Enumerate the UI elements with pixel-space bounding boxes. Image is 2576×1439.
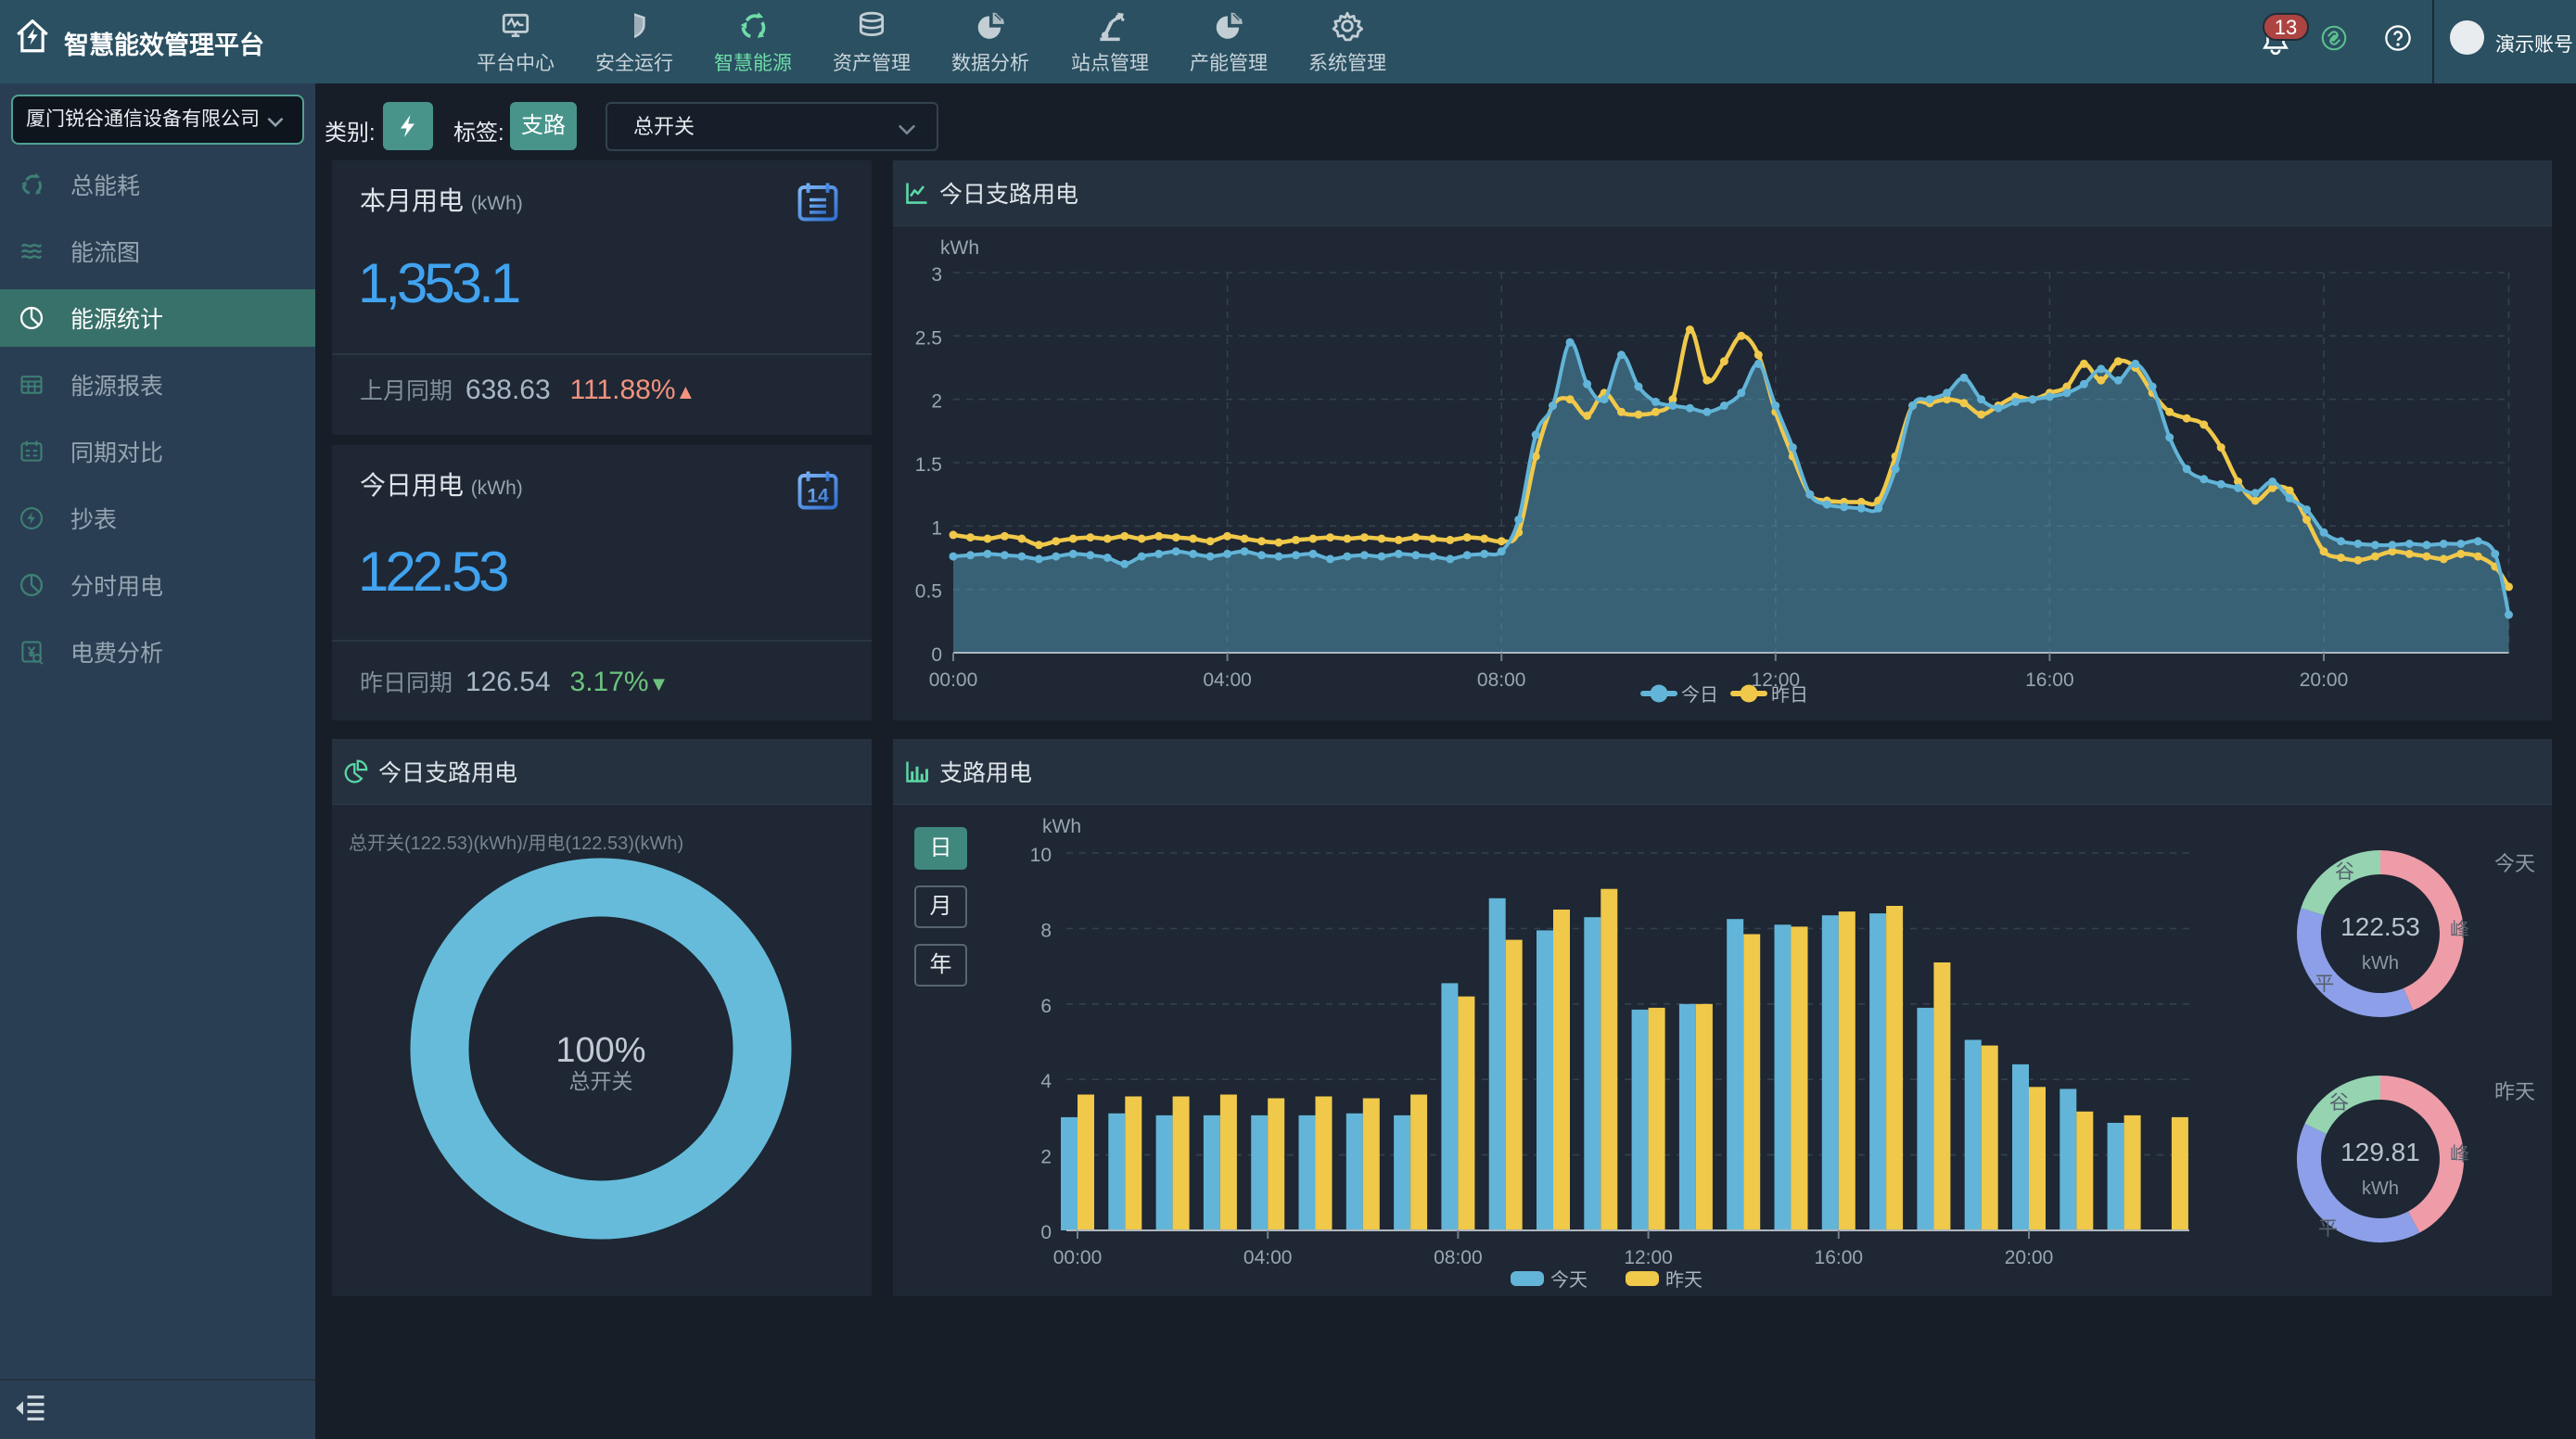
svg-text:04:00: 04:00 — [1203, 669, 1252, 691]
svg-text:kWh: kWh — [2362, 953, 2399, 974]
svg-text:kWh: kWh — [2362, 1178, 2399, 1199]
svg-text:00:00: 00:00 — [929, 669, 978, 691]
svg-text:12:00: 12:00 — [1752, 669, 1801, 691]
svg-text:平: 平 — [2318, 1218, 2338, 1240]
svg-text:今日: 今日 — [1681, 684, 1718, 706]
svg-text:昨日: 昨日 — [1771, 684, 1808, 706]
svg-text:0: 0 — [931, 644, 942, 666]
svg-text:昨天: 昨天 — [1665, 1269, 1702, 1291]
svg-text:100%: 100% — [555, 1031, 645, 1070]
svg-text:14: 14 — [807, 486, 829, 507]
svg-text:2.5: 2.5 — [915, 327, 942, 349]
svg-text:峰: 峰 — [2450, 920, 2469, 941]
svg-text:今天: 今天 — [1550, 1269, 1588, 1291]
svg-text:谷: 谷 — [2335, 861, 2354, 883]
svg-text:20:00: 20:00 — [2005, 1247, 2054, 1268]
svg-text:12:00: 12:00 — [1624, 1247, 1673, 1268]
svg-text:16:00: 16:00 — [1815, 1247, 1864, 1268]
svg-text:08:00: 08:00 — [1434, 1247, 1483, 1268]
svg-text:6: 6 — [1040, 996, 1052, 1017]
svg-text:122.53: 122.53 — [2340, 912, 2420, 941]
svg-text:kWh: kWh — [1042, 816, 1081, 837]
svg-text:0.5: 0.5 — [915, 581, 942, 603]
svg-text:129.81: 129.81 — [2340, 1138, 2420, 1166]
svg-text:20:00: 20:00 — [2300, 669, 2349, 691]
svg-text:3: 3 — [931, 264, 942, 286]
svg-text:1.5: 1.5 — [915, 454, 942, 476]
svg-text:谷: 谷 — [2329, 1092, 2349, 1114]
svg-text:峰: 峰 — [2450, 1144, 2469, 1165]
svg-text:8: 8 — [1040, 920, 1052, 941]
svg-text:00:00: 00:00 — [1053, 1247, 1103, 1268]
svg-text:平: 平 — [2315, 974, 2334, 995]
svg-text:昨天: 昨天 — [2494, 1080, 2535, 1103]
svg-text:10: 10 — [1030, 845, 1052, 866]
svg-text:总开关: 总开关 — [569, 1069, 633, 1093]
svg-text:16:00: 16:00 — [2025, 669, 2074, 691]
svg-text:4: 4 — [1040, 1071, 1052, 1092]
svg-text:0: 0 — [1040, 1222, 1052, 1243]
svg-text:1: 1 — [931, 517, 942, 539]
svg-text:2: 2 — [1040, 1147, 1052, 1168]
svg-text:08:00: 08:00 — [1477, 669, 1526, 691]
svg-text:2: 2 — [931, 391, 942, 413]
svg-text:今天: 今天 — [2494, 852, 2535, 875]
svg-text:04:00: 04:00 — [1243, 1247, 1293, 1268]
svg-text:kWh: kWh — [940, 237, 979, 259]
